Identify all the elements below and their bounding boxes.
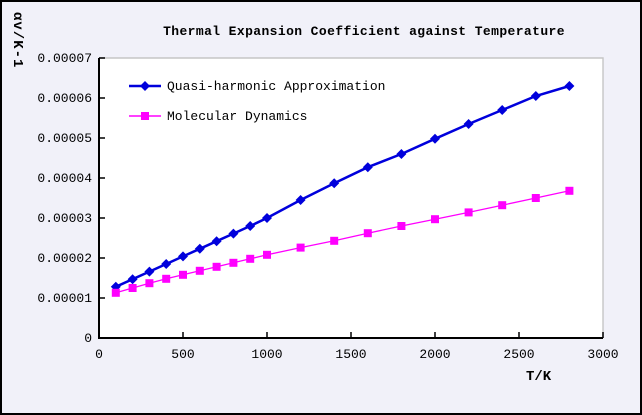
series-marker-0: [295, 195, 306, 205]
series-marker-1: [229, 258, 238, 267]
series-marker-0: [564, 81, 575, 91]
series-marker-1: [363, 229, 372, 238]
series-marker-1: [246, 254, 255, 263]
y-tick-label: 0.00001: [37, 291, 92, 306]
x-tick-label: 2000: [419, 347, 450, 362]
series-marker-0: [497, 105, 508, 115]
series-marker-0: [127, 274, 138, 285]
series-marker-1: [212, 262, 221, 271]
series-marker-0: [362, 162, 373, 173]
series-marker-1: [263, 250, 271, 259]
series-marker-1: [531, 194, 540, 202]
y-tick-label: 0.00004: [37, 171, 92, 186]
x-axis-label: T/K: [526, 369, 552, 385]
series-marker-1: [296, 243, 305, 252]
series-marker-0: [430, 133, 440, 144]
series-marker-0: [245, 221, 256, 231]
series-marker-0: [228, 228, 239, 239]
series-marker-0: [211, 236, 222, 247]
series-marker-0: [178, 251, 188, 262]
y-tick-label: 0.00006: [37, 91, 92, 106]
series-marker-0: [530, 91, 541, 101]
series-marker-0: [161, 259, 172, 269]
series-marker-1: [431, 215, 439, 224]
series-marker-1: [162, 274, 171, 283]
plot-frame: [99, 57, 604, 338]
series-marker-0: [463, 119, 474, 129]
series-marker-1: [111, 288, 120, 297]
series-marker-0: [194, 243, 205, 254]
series-marker-1: [565, 186, 574, 195]
series-marker-1: [330, 236, 339, 245]
chart-title: Thermal Expansion Coefficient against Te…: [163, 24, 565, 39]
legend-marker-0: [140, 81, 150, 91]
plot-background: [99, 58, 603, 338]
legend-label-1: Molecular Dynamics: [167, 109, 307, 124]
y-tick-label: 0.00003: [37, 211, 92, 226]
x-tick-label: 1000: [251, 347, 282, 362]
x-tick-label: 500: [171, 347, 194, 362]
y-tick-label: 0.00002: [37, 251, 92, 266]
series-marker-1: [128, 284, 137, 292]
x-tick-label: 0: [95, 347, 103, 362]
series-marker-0: [329, 178, 340, 189]
y-tick-label: 0: [84, 331, 92, 346]
series-marker-0: [144, 266, 155, 277]
series-marker-1: [498, 201, 507, 210]
series-marker-0: [262, 213, 272, 223]
series-marker-0: [396, 149, 407, 159]
series-marker-1: [145, 279, 154, 288]
x-tick-label: 3000: [587, 347, 618, 362]
x-tick-label: 1500: [335, 347, 366, 362]
series-marker-1: [464, 208, 473, 217]
y-tick-label: 0.00007: [37, 51, 92, 66]
legend-label-0: Quasi-harmonic Approximation: [167, 79, 385, 94]
y-axis-label: αv/K-1: [9, 12, 25, 69]
series-marker-1: [195, 266, 204, 275]
series-marker-1: [179, 270, 187, 279]
y-tick-label: 0.00005: [37, 131, 92, 146]
legend-marker-1: [141, 112, 149, 120]
x-tick-label: 2500: [503, 347, 534, 362]
series-marker-1: [397, 222, 406, 230]
